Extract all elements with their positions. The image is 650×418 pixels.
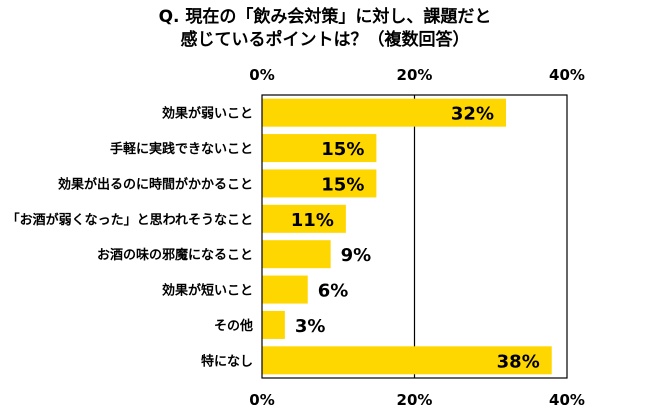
value-label-7: 38%: [497, 351, 540, 372]
plot-frame: [261, 94, 568, 379]
bar-7: [262, 346, 552, 375]
chart-title-line-1: Q. 現在の「飲み会対策」に対し、課題だと: [158, 7, 492, 27]
value-label-3: 11%: [291, 210, 334, 231]
category-label-1: 手軽に実践できないこと: [110, 141, 253, 157]
bar-4: [262, 240, 331, 269]
bar-5: [262, 275, 308, 304]
value-label-5: 6%: [318, 281, 349, 302]
category-label-0: 効果が弱いこと: [162, 106, 253, 122]
category-label-3: 「お酒が弱くなった」と思われそうなこと: [7, 212, 253, 228]
bar-6: [262, 310, 285, 339]
value-label-6: 3%: [295, 316, 326, 337]
x-tick-label-bottom-2: 40%: [549, 391, 585, 409]
chart-title: Q. 現在の「飲み会対策」に対し、課題だと 感じているポイントは？（複数回答）: [0, 6, 650, 52]
bar-1: [262, 134, 377, 163]
value-label-4: 9%: [341, 245, 372, 266]
x-tick-label-bottom-0: 0%: [249, 391, 274, 409]
bar-0: [262, 98, 506, 127]
bar-2: [262, 169, 377, 198]
value-label-2: 15%: [321, 174, 364, 195]
value-label-0: 32%: [451, 104, 494, 125]
x-tick-label-bottom-1: 20%: [397, 391, 433, 409]
category-label-4: お酒の味の邪魔になること: [97, 247, 253, 263]
chart-title-line-2: 感じているポイントは？（複数回答）: [180, 30, 470, 50]
category-label-2: 効果が出るのに時間がかかること: [58, 176, 253, 192]
bar-3: [262, 204, 346, 233]
x-tick-label-top-2: 40%: [549, 66, 585, 84]
category-label-5: 効果が短いこと: [162, 283, 253, 299]
x-tick-label-top-0: 0%: [249, 66, 274, 84]
value-label-1: 15%: [321, 139, 364, 160]
category-label-6: その他: [214, 318, 253, 334]
category-label-7: 特になし: [201, 353, 253, 369]
x-tick-label-top-1: 20%: [397, 66, 433, 84]
